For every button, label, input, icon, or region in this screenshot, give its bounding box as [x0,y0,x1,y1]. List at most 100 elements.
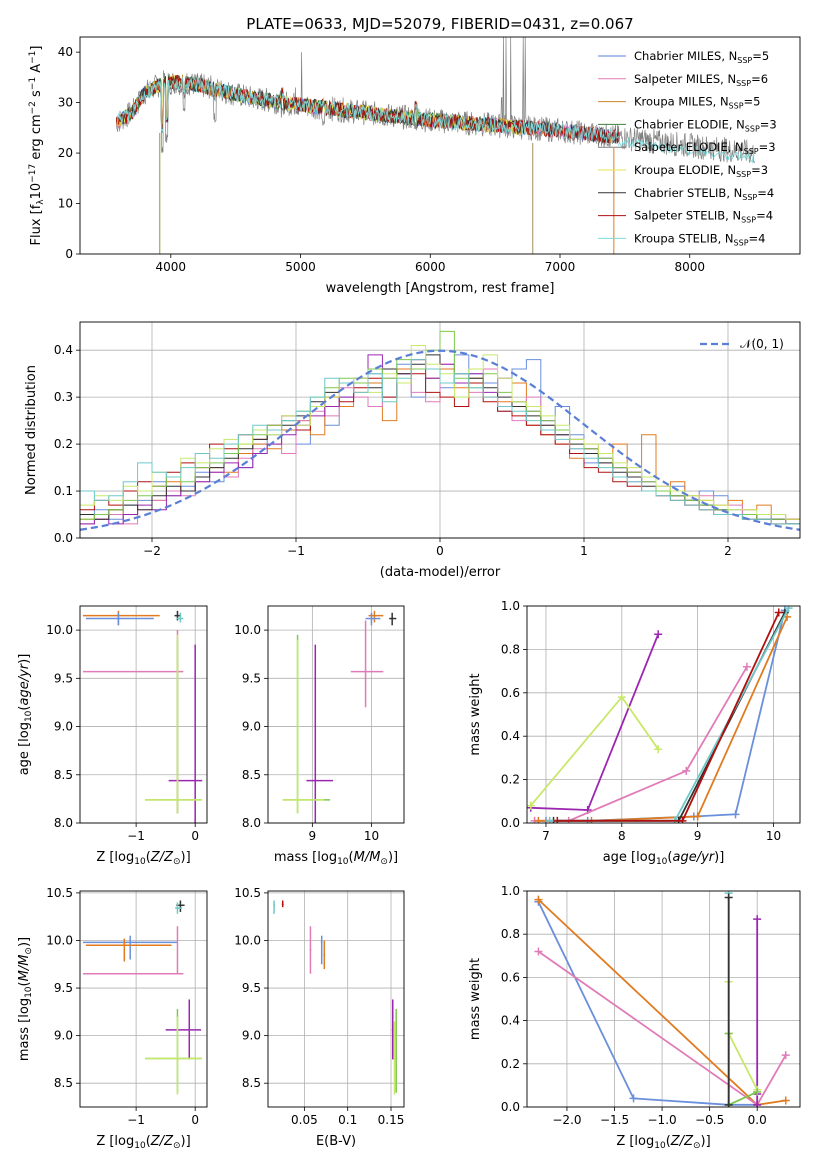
axis-decorations: −2 −1 0 1 2 0.0 0.1 0.2 0.3 0.4 (data-model)/error… [24,321,801,580]
plot-residuals: −2 −1 0 1 2 0.0 0.1 0.2 0.3 0.4 (data-model)/error… [24,321,801,580]
weight-line [553,612,786,822]
figure-title: PLATE=0633, MJD=52079, FIBERID=0431, z=0… [246,15,633,33]
x-tick-label: 9 [694,829,702,843]
label-part: age [log [603,850,656,865]
label-part: wavelength [Angstrom, rest frame] [326,281,555,296]
legend-name: Kroupa MILES, N [634,95,729,109]
y-tick-label: 10.5 [234,886,261,900]
legend-sub: SSP [737,56,752,65]
y-tick-label: 20 [58,146,73,160]
label-part: )] [181,1134,191,1149]
legend-n: =4 [757,186,774,200]
legend-n: =3 [751,163,768,177]
y-tick-label: 9.0 [242,1029,261,1043]
grid-lines [527,890,800,1108]
y-axis-label: age [log10(age/yr)] [17,654,34,776]
legend-label: 𝒩(0, 1) [740,337,784,351]
label-part: ( [349,850,354,865]
plot-massweight_vs_Z: −2.0 −1.5 −1.0 −0.5 0.0 0.0 0.2 0.4 0.6 0.8 1.0 Z [… [468,884,801,1151]
y-tick-label: 8.5 [242,768,261,782]
x-tick-label: −1 [287,544,305,558]
legend-label: Kroupa ELODIE, NSSP=3 [634,163,768,179]
label-part: )] [17,654,32,664]
label-part: ( [146,850,151,865]
label-part: ( [667,850,672,865]
weight-marker [654,745,663,754]
x-axis-label: Z [log10(Z/Z⊙)] [96,850,190,867]
normal-curve [80,349,800,531]
plots-layer: 4000 5000 6000 7000 8000010203040wavelength … [17,36,801,1151]
x-tick-label: −2 [143,544,161,558]
y-tick-label: 40 [58,45,73,59]
x-tick-label: 10 [766,829,781,843]
label-part: Z/Z [670,1134,694,1149]
plot-area [115,37,755,254]
axes-frame [79,36,801,255]
axes-frame [267,890,405,1108]
weight-marker [781,1096,790,1105]
y-tick-label: 10.0 [234,623,261,637]
axis-decorations: 4000 5000 6000 7000 8000 0 10 20 30 40 wavelength … [28,36,801,296]
legend-n: =5 [752,49,769,63]
y-axis-label: mass weight [468,958,483,1040]
label-part: mass weight [468,958,483,1040]
plot-area [273,900,398,1095]
label-part: mass [log [17,998,32,1061]
legend-name: Kroupa STELIB, N [634,231,734,245]
weight-marker [753,1100,762,1107]
weight-line [546,610,786,822]
label-part: ] [29,46,44,51]
axis-decorations: −1 08.59.09.510.010.5Z [log10(Z/Z⊙)]mass … [17,886,208,1151]
label-part: Z [log [96,850,134,865]
legend-name: Salpeter MILES, N [634,72,736,86]
legend-sub: SSP [744,147,759,156]
x-tick-label: −1.5 [600,1113,629,1127]
x-tick-label: 8000 [674,260,705,274]
weight-line [534,666,748,822]
legend-sub: SSP [742,193,757,202]
weight-marker [682,766,691,775]
y-tick-label: 0.6 [501,686,520,700]
x-tick-label: −2.0 [552,1113,581,1127]
plot-area [534,891,790,1107]
plot-mass_vs_ebv: 0.05 0.1 0.15 8.5 9.0 9.5 10.0 10.5 E(B-V) [234,886,405,1149]
legend-label: Chabrier STELIB, NSSP=4 [634,186,774,202]
y-tick-label: 1.0 [501,599,520,613]
weight-marker [753,915,762,924]
y-tick-label: 9.5 [242,671,261,685]
axes-frame [526,605,801,824]
legend-label: Salpeter STELIB, NSSP=4 [634,209,773,225]
label-part: A [29,64,44,77]
legend-label: Salpeter ELODIE, NSSP=3 [634,140,776,156]
label-part: Z [log [616,1134,654,1149]
label-part: 10 [24,710,34,722]
grid-lines [268,891,404,1107]
legend-sub: SSP [729,102,744,111]
label-part: ⊙ [173,857,181,867]
legend-name: Salpeter ELODIE, N [634,140,744,154]
legend-label: Kroupa STELIB, NSSP=4 [634,231,765,247]
x-tick-label: 0.0 [748,1113,767,1127]
y-tick-label: 10.0 [46,623,73,637]
weight-marker [781,1051,790,1060]
y-axis-label: Flux [fλ10−17 erg cm−2 s−1 A−1] [28,46,46,246]
axes-frame [79,890,208,1108]
plot-area [80,330,800,531]
y-tick-label: 0.8 [501,927,520,941]
histogram-series [80,345,800,520]
y-tick-label: 10.0 [46,933,73,947]
y-tick-label: 0.2 [54,437,73,451]
axes-frame [267,605,405,824]
y-tick-label: 9.5 [54,671,73,685]
label-part: )] [701,1134,711,1149]
x-tick-label: 0.1 [338,1113,357,1127]
x-axis-label: E(B-V) [316,1134,356,1149]
legend-sub: SSP [741,216,756,225]
label-part: λ [36,199,46,205]
weight-marker [731,810,740,819]
weight-marker [693,812,702,821]
plot-mass_vs_Z: −1 08.59.09.510.010.5Z [log10(Z/Z⊙)]mass … [17,886,208,1151]
x-tick-label: 0 [191,829,199,843]
y-tick-label: 0.3 [54,390,73,404]
